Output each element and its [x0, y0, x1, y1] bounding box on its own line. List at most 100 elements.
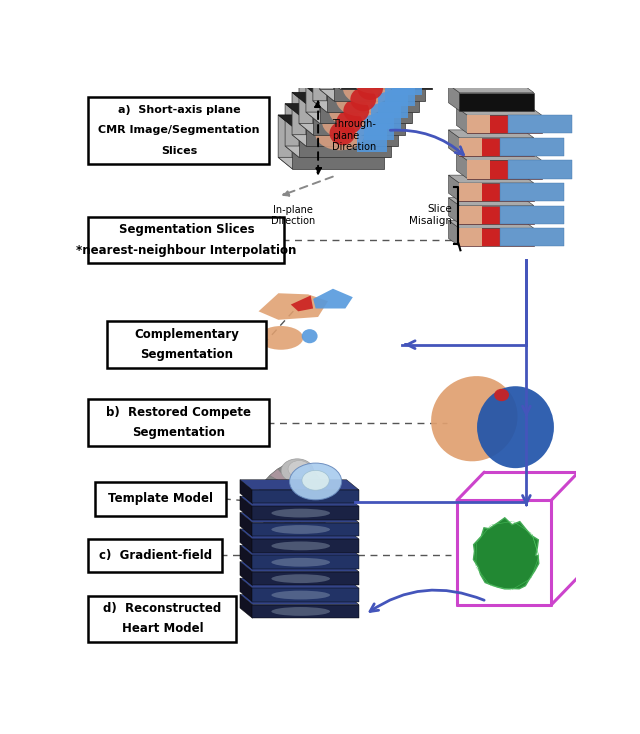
Ellipse shape: [477, 386, 554, 468]
Bar: [460, 206, 534, 224]
Polygon shape: [474, 517, 539, 589]
Polygon shape: [378, 81, 408, 117]
Bar: [327, 70, 419, 112]
Polygon shape: [327, 36, 433, 47]
Bar: [313, 92, 404, 135]
Polygon shape: [291, 296, 313, 311]
Polygon shape: [240, 512, 359, 523]
Polygon shape: [291, 468, 321, 509]
Polygon shape: [257, 484, 298, 506]
Polygon shape: [364, 103, 394, 140]
Polygon shape: [449, 84, 460, 111]
Bar: [508, 161, 572, 178]
Polygon shape: [371, 92, 401, 129]
Text: In-plane
Direction: In-plane Direction: [271, 205, 316, 226]
Ellipse shape: [364, 65, 390, 89]
Text: Slice
Misalign: Slice Misalign: [409, 205, 452, 226]
Polygon shape: [449, 197, 534, 206]
Polygon shape: [278, 157, 384, 169]
Text: Segmentation: Segmentation: [140, 349, 233, 361]
Ellipse shape: [350, 87, 376, 112]
Text: Segmentation Slices: Segmentation Slices: [118, 223, 254, 236]
Polygon shape: [240, 480, 252, 504]
Polygon shape: [456, 107, 542, 115]
Text: CMR Image/Segmentation: CMR Image/Segmentation: [98, 126, 260, 136]
FancyBboxPatch shape: [88, 217, 284, 264]
Text: Segmentation: Segmentation: [132, 426, 225, 440]
Bar: [252, 523, 359, 537]
Polygon shape: [313, 59, 327, 112]
Polygon shape: [240, 512, 252, 537]
Bar: [460, 183, 482, 201]
Polygon shape: [449, 130, 534, 138]
FancyBboxPatch shape: [88, 539, 222, 573]
Bar: [460, 228, 482, 247]
Polygon shape: [320, 47, 426, 59]
Polygon shape: [385, 70, 415, 106]
Polygon shape: [392, 59, 422, 95]
Ellipse shape: [357, 76, 383, 100]
Polygon shape: [306, 70, 412, 81]
Ellipse shape: [494, 389, 509, 401]
Text: Through-
plane
Direction: Through- plane Direction: [332, 119, 376, 152]
Ellipse shape: [271, 542, 330, 550]
Ellipse shape: [315, 116, 365, 150]
Polygon shape: [240, 578, 359, 588]
Polygon shape: [240, 545, 252, 569]
Polygon shape: [456, 153, 542, 161]
Ellipse shape: [271, 558, 330, 567]
Polygon shape: [449, 220, 534, 228]
Ellipse shape: [337, 110, 362, 134]
Polygon shape: [240, 496, 359, 506]
Polygon shape: [240, 578, 252, 602]
Polygon shape: [285, 146, 391, 157]
Ellipse shape: [301, 329, 317, 344]
Text: Heart Model: Heart Model: [122, 622, 203, 636]
Text: d)  Reconstructed: d) Reconstructed: [103, 602, 221, 615]
Bar: [460, 228, 534, 247]
Polygon shape: [313, 101, 419, 112]
Text: a)  Short-axis plane: a) Short-axis plane: [118, 105, 240, 115]
Polygon shape: [449, 175, 460, 201]
Bar: [299, 115, 391, 157]
Bar: [252, 588, 359, 602]
Polygon shape: [240, 562, 252, 586]
Polygon shape: [456, 153, 467, 178]
Bar: [252, 539, 359, 553]
Ellipse shape: [322, 105, 372, 139]
Polygon shape: [284, 504, 324, 536]
FancyBboxPatch shape: [88, 399, 269, 446]
Polygon shape: [278, 115, 384, 126]
Polygon shape: [449, 84, 534, 92]
Text: c)  Gradient-field: c) Gradient-field: [99, 549, 212, 562]
Polygon shape: [240, 529, 359, 539]
Polygon shape: [284, 495, 331, 513]
Polygon shape: [291, 462, 303, 501]
Ellipse shape: [329, 94, 379, 128]
Bar: [460, 92, 534, 111]
Bar: [460, 183, 534, 201]
Ellipse shape: [271, 591, 330, 600]
Polygon shape: [299, 123, 404, 135]
Polygon shape: [240, 562, 359, 572]
Ellipse shape: [288, 460, 310, 478]
Bar: [467, 161, 490, 178]
Ellipse shape: [271, 525, 330, 534]
Bar: [252, 572, 359, 586]
Bar: [500, 138, 564, 156]
Polygon shape: [257, 506, 284, 520]
Polygon shape: [269, 469, 299, 492]
Bar: [252, 605, 359, 618]
Text: *nearest-neighbour Interpolation: *nearest-neighbour Interpolation: [76, 244, 296, 257]
Polygon shape: [357, 115, 387, 152]
Bar: [500, 206, 564, 224]
Polygon shape: [292, 135, 397, 146]
Polygon shape: [456, 107, 467, 134]
FancyBboxPatch shape: [88, 97, 269, 164]
Polygon shape: [286, 490, 330, 502]
Ellipse shape: [431, 376, 518, 462]
Bar: [252, 506, 359, 520]
Polygon shape: [299, 81, 313, 135]
Polygon shape: [306, 70, 320, 123]
Polygon shape: [299, 81, 404, 92]
